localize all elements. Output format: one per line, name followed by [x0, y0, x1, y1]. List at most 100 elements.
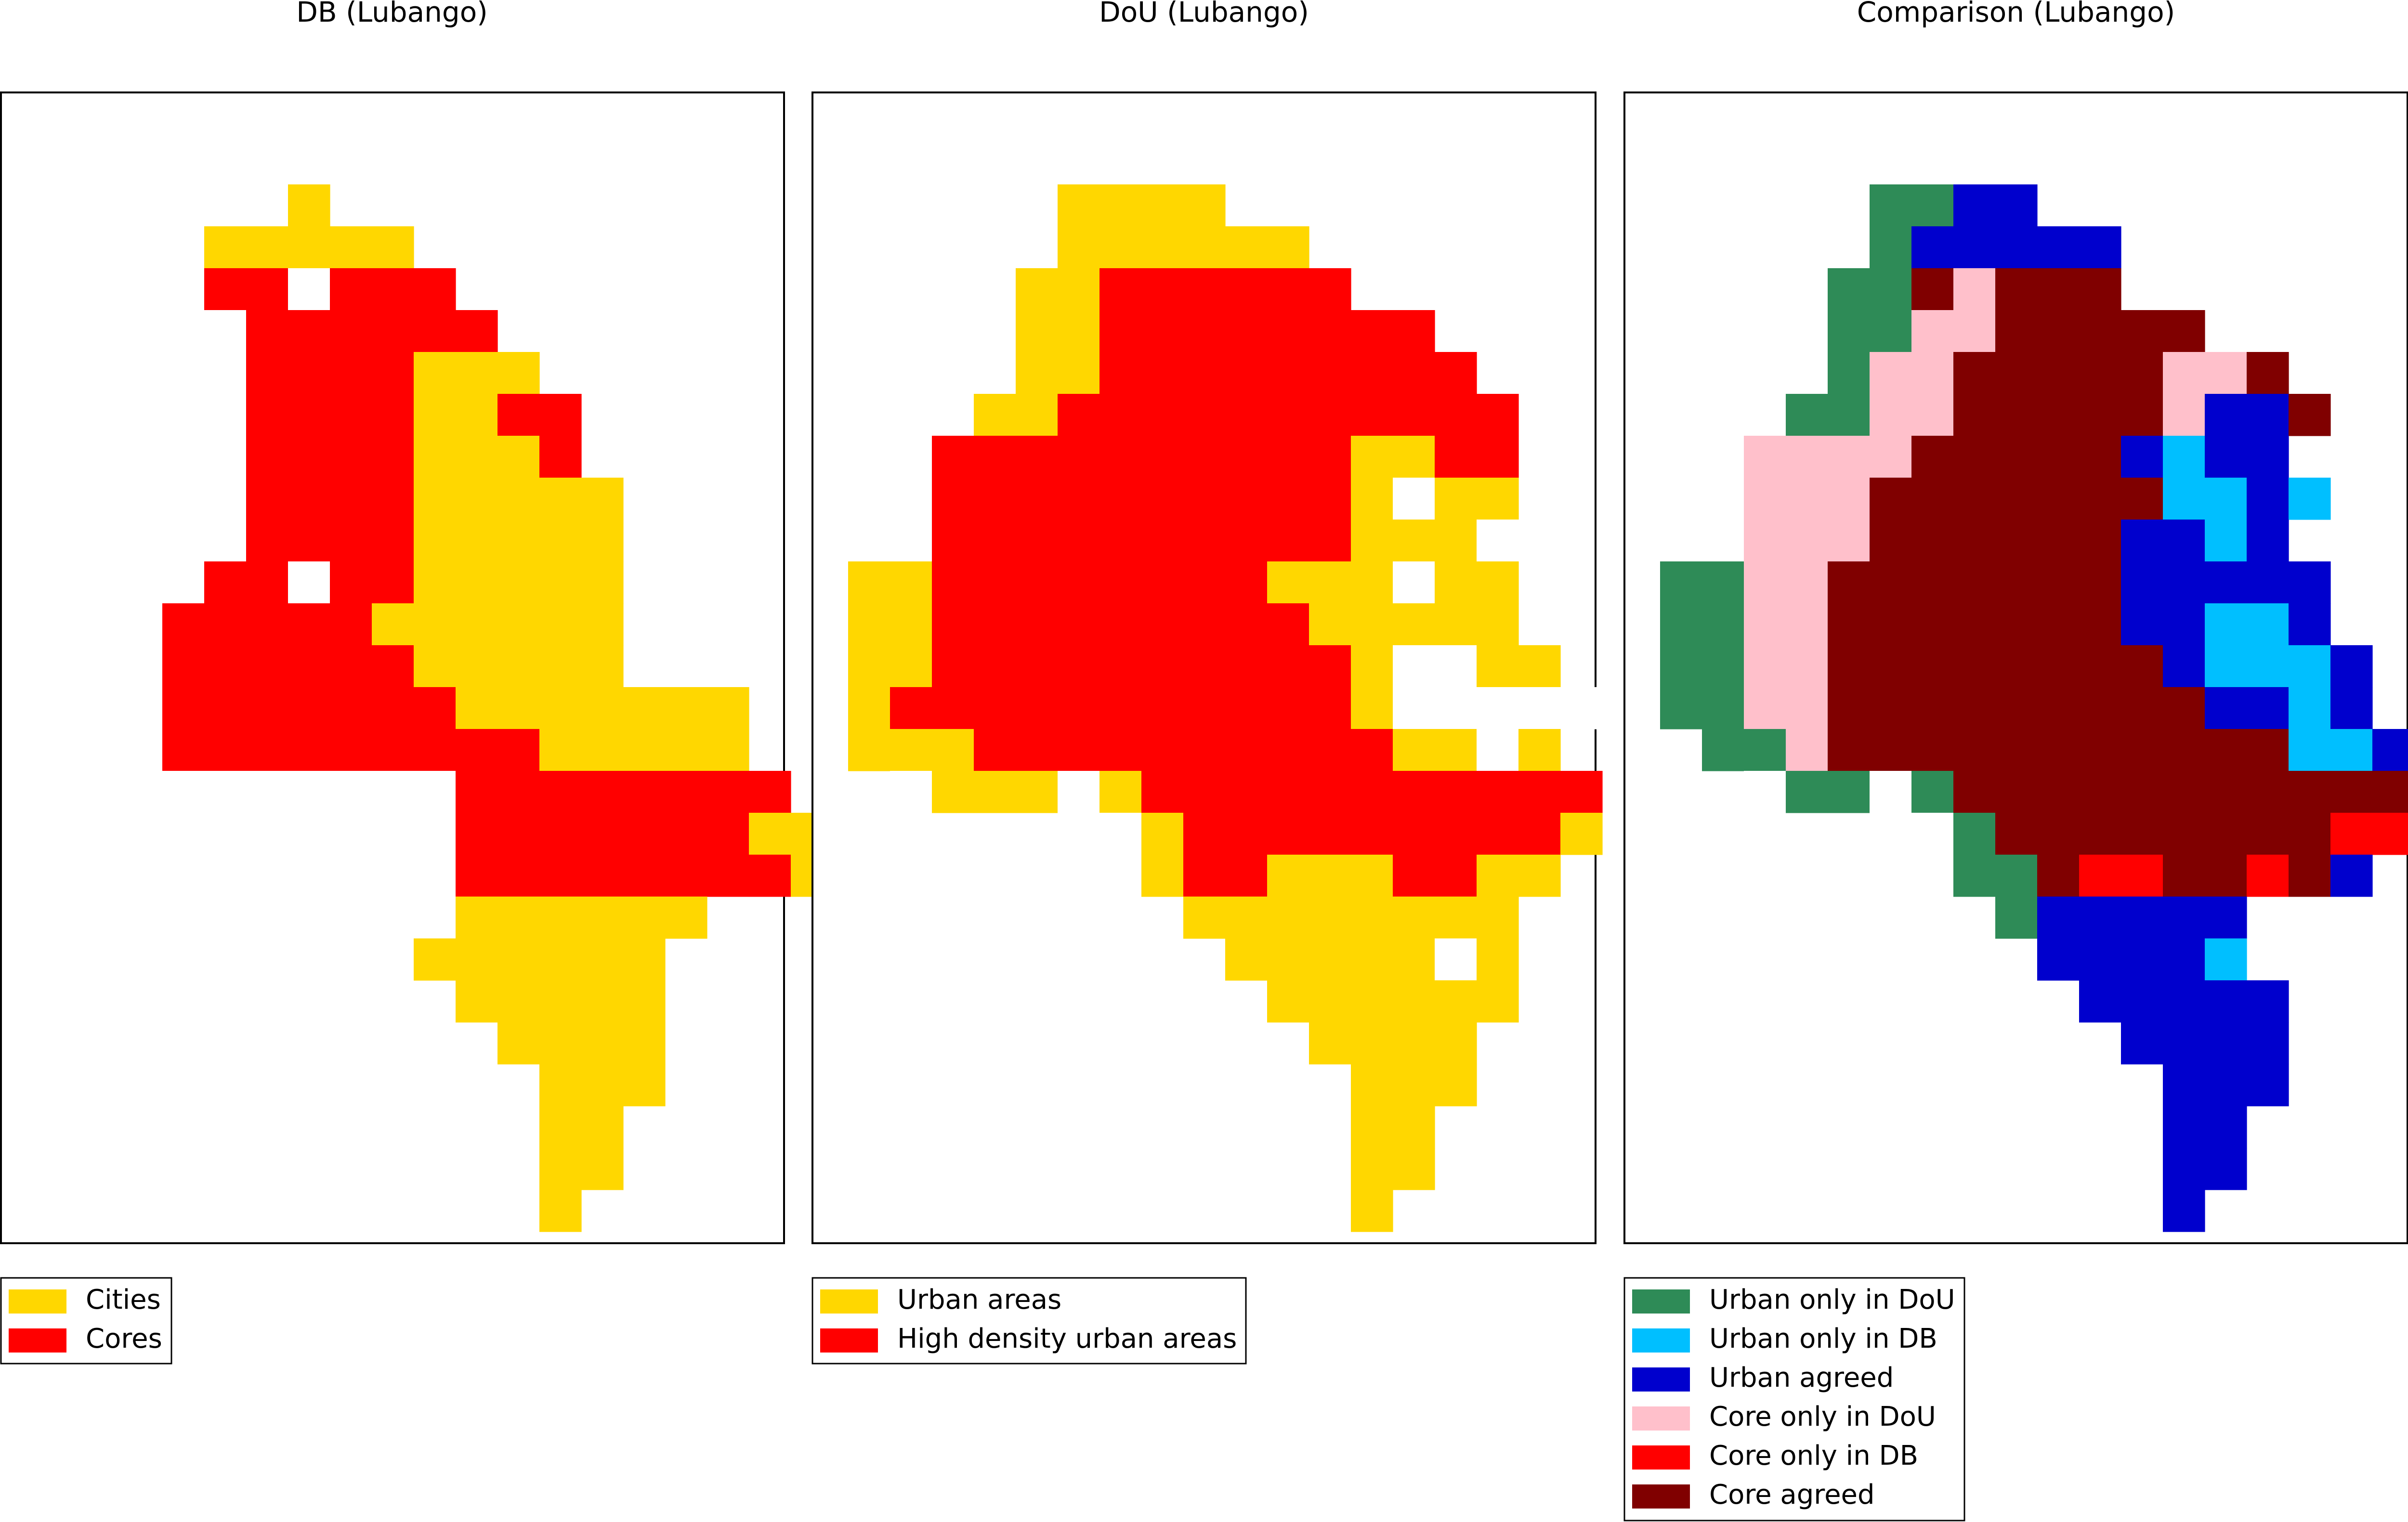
grid-cell-high-density-urban-areas	[1058, 561, 1100, 604]
grid-cell-high-density-urban-areas	[1141, 352, 1184, 394]
grid-cell-urban-only-in-dou	[1995, 855, 2038, 897]
grid-cell-high-density-urban-areas	[1099, 268, 1142, 311]
grid-cell-cores	[623, 855, 666, 897]
grid-cell-core-agreed	[2205, 729, 2247, 771]
legend-swatch-cities	[9, 1289, 66, 1314]
grid-cell-cities	[414, 645, 456, 688]
grid-cell-cities	[707, 687, 749, 729]
grid-cell-urban-agreed	[2163, 897, 2205, 939]
grid-cell-high-density-urban-areas	[1225, 645, 1268, 688]
grid-cell-cities	[497, 520, 540, 562]
grid-cell-high-density-urban-areas	[1099, 729, 1142, 771]
grid-cell-empty	[330, 813, 372, 855]
grid-cell-high-density-urban-areas	[1435, 394, 1477, 436]
grid-cell-urban-areas	[1058, 268, 1100, 311]
panel-db: DB (Lubango) Cities Cores	[0, 0, 833, 1365]
grid-cell-empty	[79, 645, 121, 688]
grid-cell-cities	[623, 687, 666, 729]
grid-cell-high-density-urban-areas	[1309, 520, 1351, 562]
grid-cell-core-agreed	[1953, 771, 1996, 813]
grid-cell-urban-areas	[1477, 645, 1519, 688]
grid-cell-core-agreed	[2037, 813, 2080, 855]
grid-cell-high-density-urban-areas	[1435, 855, 1477, 897]
grid-cell-urban-agreed	[2121, 897, 2163, 939]
grid-cell-cities	[330, 226, 372, 269]
grid-cell-cores	[372, 520, 414, 562]
grid-cell-urban-areas	[848, 603, 890, 646]
grid-cell-high-density-urban-areas	[1225, 855, 1268, 897]
grid-cell-cities	[539, 897, 582, 939]
grid-cell-core-agreed	[1828, 687, 1870, 729]
grid-cell-cities	[539, 729, 582, 771]
grid-cell-core-agreed	[2079, 771, 2121, 813]
grid-cell-urban-only-in-db	[2289, 729, 2331, 771]
grid-cell-cities	[497, 897, 540, 939]
grid-cell-core-only-in-dou	[1744, 561, 1786, 604]
grid-cell-cities	[372, 226, 414, 269]
grid-cell-urban-agreed	[2121, 1022, 2163, 1065]
grid-cell-cores	[204, 268, 247, 311]
grid-cell-urban-areas	[1435, 729, 1477, 771]
grid-cell-high-density-urban-areas	[1267, 436, 1309, 478]
grid-cell-core-agreed	[2289, 855, 2331, 897]
grid-cell-empty	[79, 561, 121, 604]
grid-cell-urban-agreed	[2163, 980, 2205, 1023]
grid-cell-empty	[79, 729, 121, 771]
grid-cell-urban-areas	[1477, 603, 1519, 646]
grid-cell-high-density-urban-areas	[1058, 687, 1100, 729]
grid-cell-cores	[246, 645, 288, 688]
grid-cell-high-density-urban-areas	[932, 478, 974, 520]
grid-cell-high-density-urban-areas	[974, 561, 1016, 604]
grid-cell-urban-only-in-db	[2205, 520, 2247, 562]
grid-cell-high-density-urban-areas	[1183, 436, 1226, 478]
grid-cell-high-density-urban-areas	[1351, 729, 1393, 771]
grid-cell-empty	[414, 771, 456, 813]
grid-cell-empty	[162, 352, 205, 394]
grid-cell-urban-agreed	[2205, 1022, 2247, 1065]
grid-cell-empty	[204, 310, 247, 352]
grid-cell-high-density-urban-areas	[1099, 310, 1142, 352]
grid-cell-empty	[1477, 687, 1519, 729]
grid-cell-cities	[623, 729, 666, 771]
grid-cell-high-density-urban-areas	[974, 478, 1016, 520]
grid-cell-cores	[581, 813, 624, 855]
grid-cell-core-agreed	[2121, 310, 2163, 352]
grid-cell-high-density-urban-areas	[1309, 687, 1351, 729]
grid-cell-core-agreed	[1995, 771, 2038, 813]
legend-label-urban-only-db: Urban only in DB	[1709, 1323, 1937, 1354]
grid-cell-high-density-urban-areas	[1477, 436, 1519, 478]
grid-cell-cities	[665, 897, 707, 939]
grid-cell-core-agreed	[1870, 645, 1912, 688]
grid-cell-empty	[1393, 561, 1435, 604]
grid-cell-urban-agreed	[2079, 938, 2121, 981]
grid-cell-urban-only-in-dou	[1828, 771, 1870, 813]
grid-cell-core-agreed	[2289, 394, 2331, 436]
grid-cell-urban-areas	[1351, 603, 1393, 646]
grid-cell-cores	[749, 855, 791, 897]
grid-cell-high-density-urban-areas	[1058, 520, 1100, 562]
grid-cell-high-density-urban-areas	[1016, 729, 1058, 771]
grid-cell-core-agreed	[1995, 478, 2038, 520]
grid-cell-urban-areas	[1435, 1022, 1477, 1065]
panel-title-dou: DoU (Lubango)	[1099, 0, 1309, 28]
grid-cell-high-density-urban-areas	[932, 603, 974, 646]
grid-cell-urban-only-in-db	[2289, 645, 2331, 688]
grid-cell-urban-agreed	[2205, 687, 2247, 729]
grid-cell-core-agreed	[1953, 729, 1996, 771]
grid-cell-empty	[1099, 813, 1142, 855]
grid-cell-cores	[372, 561, 414, 604]
grid-cell-urban-agreed	[2163, 1022, 2205, 1065]
grid-cell-urban-agreed	[2330, 855, 2373, 897]
grid-cell-empty	[372, 897, 414, 939]
grid-cell-high-density-urban-areas	[1225, 268, 1268, 311]
grid-cell-cities	[581, 897, 624, 939]
grid-cell-cores	[162, 603, 205, 646]
grid-cell-urban-areas	[1016, 771, 1058, 813]
grid-cell-empty	[1870, 143, 1912, 185]
grid-cell-cities	[539, 645, 582, 688]
grid-cell-cores	[288, 645, 330, 688]
grid-cell-high-density-urban-areas	[1351, 771, 1393, 813]
grid-cell-cores	[330, 520, 372, 562]
grid-cell-high-density-urban-areas	[890, 687, 932, 729]
grid-cell-cores	[330, 645, 372, 688]
